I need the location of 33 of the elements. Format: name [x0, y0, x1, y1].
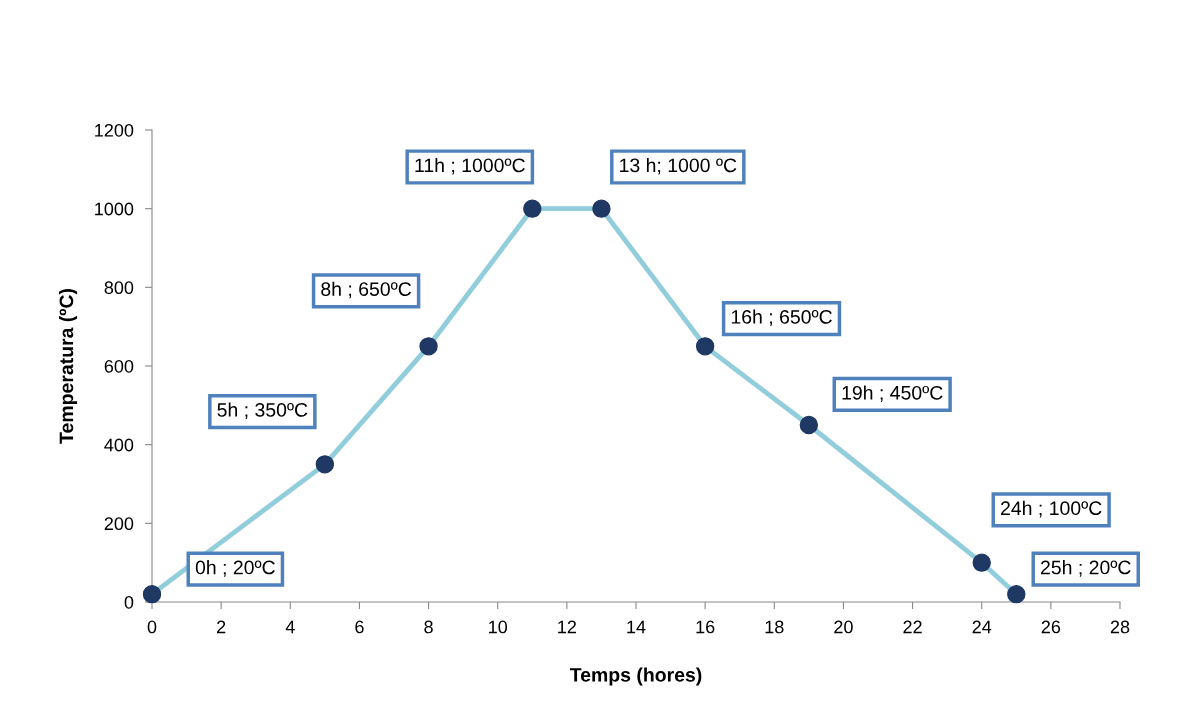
y-tick-label: 800: [104, 281, 134, 295]
y-tick-label: 0: [124, 595, 134, 609]
data-label: 8h ; 650ºC: [321, 281, 412, 299]
data-label: 19h ; 450ºC: [842, 385, 943, 402]
data-label: 0h ; 20ºC: [195, 560, 275, 577]
y-tick-label: 600: [104, 359, 134, 373]
x-axis-title: Temps (hores): [569, 667, 702, 686]
x-tick-label: 28: [1110, 620, 1130, 634]
y-tick-label: 400: [104, 438, 134, 452]
x-tick-label: 26: [1041, 620, 1061, 634]
y-axis-title: Temperatura (ºC): [58, 289, 78, 444]
x-tick-label: 2: [217, 620, 226, 634]
x-tick-label: 6: [355, 620, 364, 634]
data-label: 16h ; 650ºC: [731, 309, 832, 327]
x-tick-label: 16: [696, 620, 715, 634]
data-label: 11h ; 1000ºC: [415, 157, 525, 175]
x-tick-label: 20: [834, 620, 853, 634]
y-tick-label: 1200: [95, 123, 134, 137]
data-label: 5h ; 350ºC: [217, 402, 308, 420]
data-label: 25h ; 20ºC: [1041, 560, 1131, 577]
x-tick-label: 10: [489, 620, 508, 634]
y-tick-label: 200: [104, 517, 134, 531]
x-tick-label: 8: [424, 620, 433, 634]
x-tick-label: 14: [627, 620, 646, 634]
x-tick-label: 18: [765, 620, 784, 634]
x-tick-label: 12: [558, 620, 576, 634]
data-label: 24h ; 100ºC: [1001, 500, 1102, 518]
x-tick-label: 24: [972, 620, 992, 634]
x-tick-label: 0: [147, 620, 157, 634]
y-tick-label: 1000: [95, 202, 134, 216]
x-tick-label: 4: [285, 620, 295, 634]
data-label: 13 h; 1000 ºC: [620, 157, 737, 175]
x-tick-label: 22: [903, 620, 922, 634]
